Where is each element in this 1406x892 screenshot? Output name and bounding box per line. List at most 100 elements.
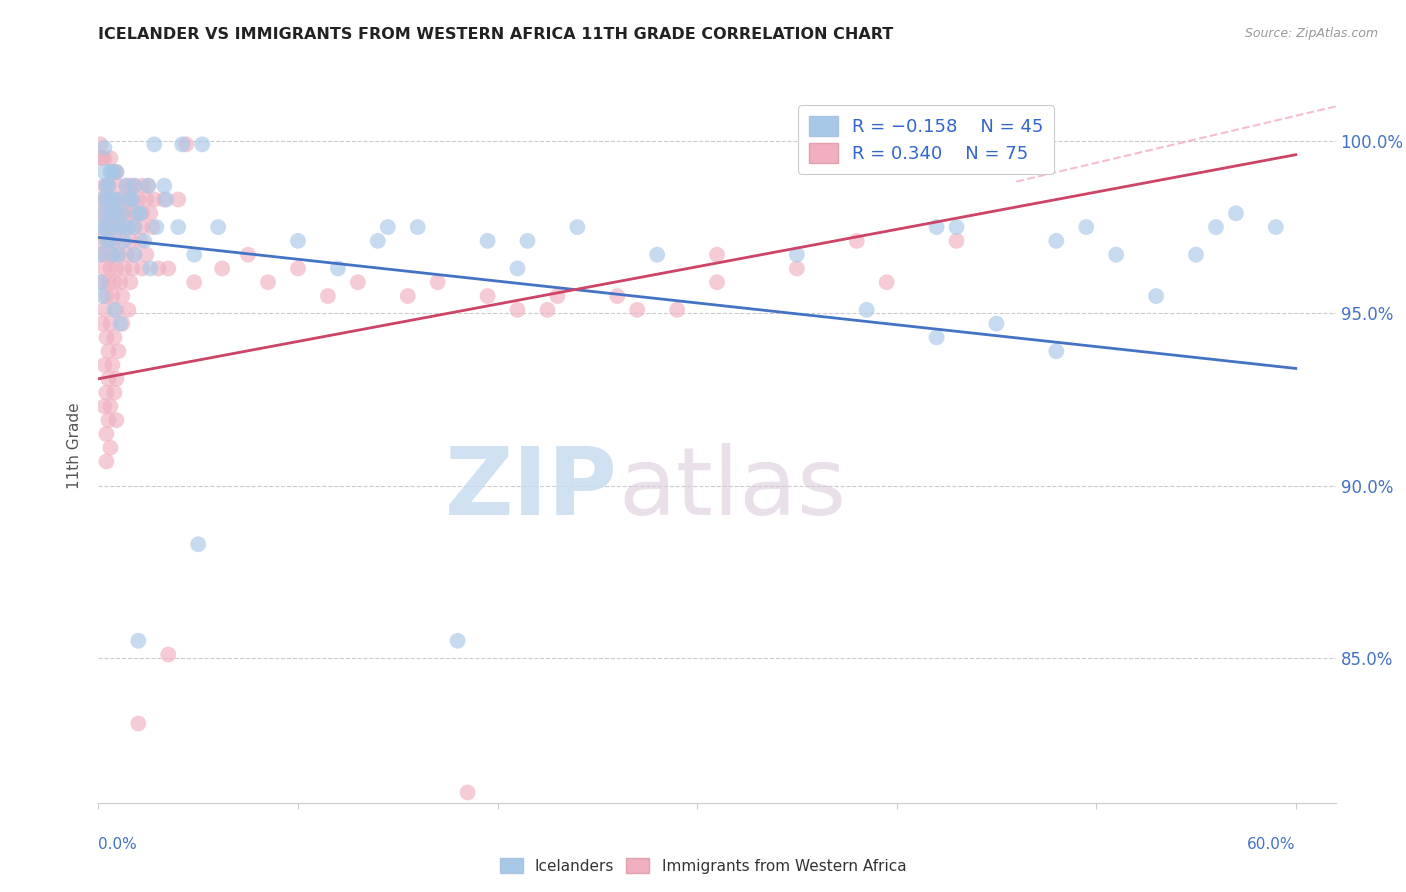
Point: [93, 178, 115, 193]
Point: [136, 178, 159, 193]
Point: [101, 358, 124, 372]
Point: [117, 302, 139, 317]
Point: [155, 193, 177, 207]
Point: [129, 234, 152, 248]
Point: [124, 178, 146, 193]
Point: [97, 178, 120, 193]
Point: [1045, 344, 1067, 359]
Point: [103, 385, 125, 400]
Point: [124, 248, 146, 262]
Point: [115, 178, 138, 193]
Point: [925, 330, 948, 344]
Point: [131, 261, 153, 276]
Point: [567, 220, 589, 235]
Point: [107, 344, 129, 359]
Point: [120, 234, 142, 248]
Point: [153, 193, 176, 207]
Point: [89, 151, 111, 165]
Point: [1185, 248, 1208, 262]
Point: [141, 220, 163, 235]
Point: [131, 220, 153, 235]
Point: [516, 234, 538, 248]
Point: [89, 220, 111, 235]
Point: [103, 165, 125, 179]
Text: ICELANDER VS IMMIGRANTS FROM WESTERN AFRICA 11TH GRADE CORRELATION CHART: ICELANDER VS IMMIGRANTS FROM WESTERN AFR…: [98, 27, 894, 42]
Point: [103, 234, 125, 248]
Point: [127, 716, 149, 731]
Point: [96, 248, 118, 262]
Point: [101, 248, 124, 262]
Point: [107, 248, 129, 262]
Point: [96, 178, 118, 193]
Point: [626, 302, 648, 317]
Point: [103, 275, 125, 289]
Point: [236, 248, 259, 262]
Point: [115, 178, 138, 193]
Point: [96, 193, 118, 207]
Point: [110, 206, 132, 220]
Point: [477, 289, 499, 303]
Point: [191, 137, 214, 152]
Point: [945, 234, 967, 248]
Point: [110, 275, 132, 289]
Point: [91, 289, 114, 303]
Point: [107, 248, 129, 262]
Point: [1076, 220, 1098, 235]
Point: [157, 261, 180, 276]
Point: [101, 248, 124, 262]
Point: [124, 178, 146, 193]
Point: [110, 220, 132, 235]
Point: [127, 633, 149, 648]
Point: [1144, 289, 1167, 303]
Point: [97, 193, 120, 207]
Point: [105, 165, 128, 179]
Point: [986, 317, 1008, 331]
Point: [134, 234, 156, 248]
Point: [111, 289, 134, 303]
Point: [446, 633, 468, 648]
Point: [115, 220, 138, 235]
Point: [93, 261, 115, 276]
Point: [117, 220, 139, 235]
Point: [606, 289, 628, 303]
Point: [139, 206, 162, 220]
Point: [135, 248, 157, 262]
Point: [111, 234, 134, 248]
Point: [536, 302, 558, 317]
Point: [207, 220, 229, 235]
Point: [183, 248, 205, 262]
Point: [406, 220, 429, 235]
Point: [105, 193, 128, 207]
Text: 60.0%: 60.0%: [1247, 838, 1296, 852]
Point: [129, 206, 152, 220]
Point: [89, 248, 111, 262]
Point: [1205, 220, 1227, 235]
Point: [377, 220, 399, 235]
Point: [120, 193, 142, 207]
Point: [107, 193, 129, 207]
Point: [105, 165, 128, 179]
Point: [396, 289, 419, 303]
Point: [706, 275, 728, 289]
Point: [124, 248, 146, 262]
Point: [103, 330, 125, 344]
Point: [100, 441, 122, 455]
Text: atlas: atlas: [619, 442, 846, 535]
Point: [111, 193, 134, 207]
Point: [93, 302, 115, 317]
Point: [135, 193, 157, 207]
Point: [93, 141, 115, 155]
Point: [876, 275, 898, 289]
Point: [91, 234, 114, 248]
Point: [121, 193, 143, 207]
Point: [101, 165, 124, 179]
Point: [93, 206, 115, 220]
Point: [100, 400, 122, 414]
Point: [174, 137, 197, 152]
Point: [136, 178, 159, 193]
Point: [786, 248, 808, 262]
Point: [121, 193, 143, 207]
Point: [187, 537, 209, 551]
Point: [100, 193, 122, 207]
Point: [143, 137, 166, 152]
